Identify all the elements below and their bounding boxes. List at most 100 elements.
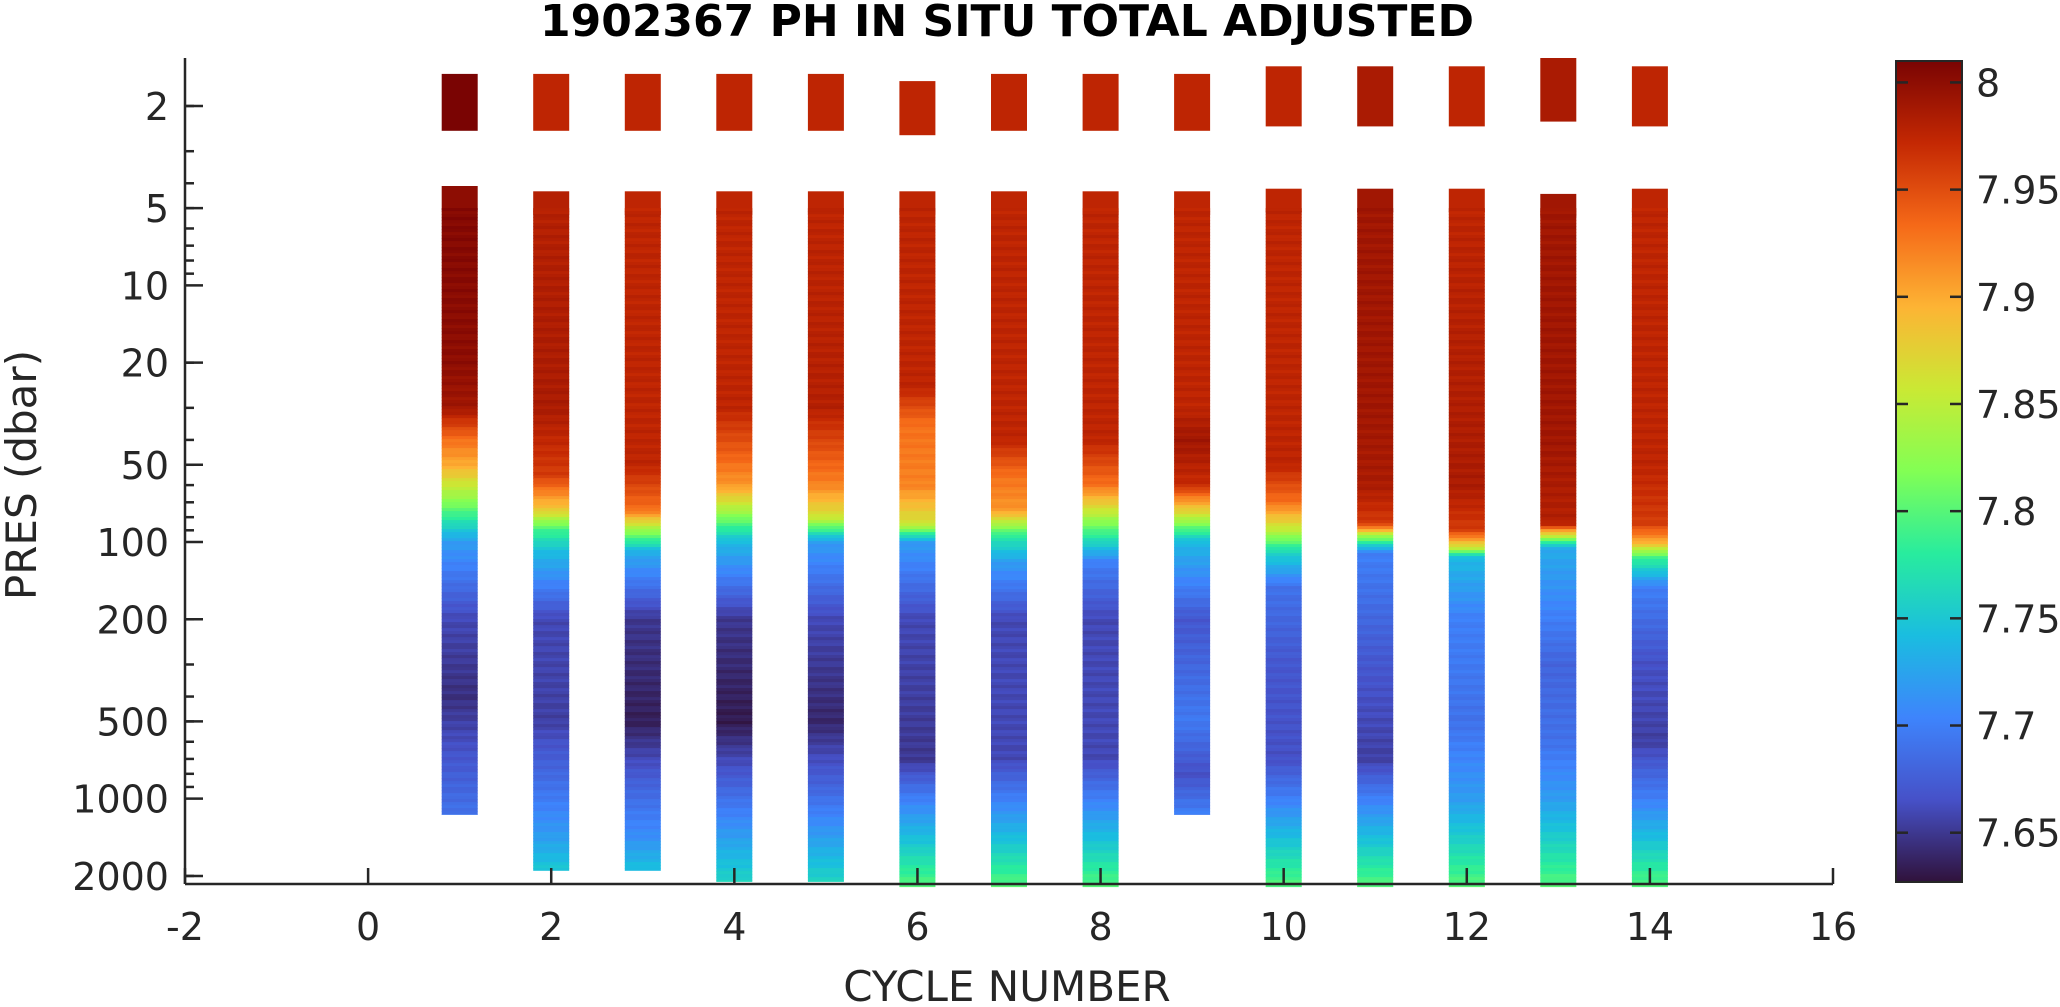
profile-cell <box>441 340 478 344</box>
profile-cell <box>1082 427 1119 431</box>
profile-cell <box>1631 322 1668 326</box>
profile-cell <box>899 727 936 731</box>
profile-cell <box>624 502 661 506</box>
profile-cell <box>441 745 478 749</box>
profile-cell <box>899 463 936 467</box>
profile-cell <box>1631 337 1668 341</box>
profile-cell <box>1265 586 1302 590</box>
profile-cycle-14 <box>1631 66 1668 888</box>
profile-cell <box>1540 805 1577 809</box>
profile-cell <box>624 592 661 596</box>
profile-cell <box>1265 745 1302 749</box>
profile-cell <box>1448 454 1485 458</box>
profile-cell <box>624 328 661 332</box>
profile-cell <box>716 304 753 308</box>
profile-cell <box>1540 499 1577 503</box>
profile-cell <box>1265 490 1302 494</box>
profile-cell <box>1082 478 1119 482</box>
profile-cell <box>991 523 1027 527</box>
profile-cell <box>1540 829 1577 833</box>
profile-cell <box>1357 550 1394 554</box>
profile-cell <box>1631 853 1668 857</box>
profile-cell <box>991 349 1027 353</box>
profile-cell <box>533 718 570 722</box>
profile-cell <box>624 664 661 668</box>
profile-cell <box>1448 706 1485 710</box>
profile-cell <box>807 370 844 374</box>
profile-cell <box>991 607 1027 611</box>
profile-cell <box>1265 214 1302 218</box>
profile-cell <box>1540 706 1577 710</box>
profile-cell <box>899 661 936 665</box>
profile-cell <box>1082 268 1119 272</box>
profile-cell <box>441 406 478 410</box>
profile-cell <box>1357 595 1394 599</box>
profile-cell <box>1082 508 1119 512</box>
profile-cell <box>1540 550 1577 554</box>
profile-cell <box>624 340 661 344</box>
profile-cell <box>1540 262 1577 266</box>
profile-cell <box>1631 307 1668 311</box>
profile-cell <box>1174 289 1211 293</box>
profile-cell <box>1082 559 1119 563</box>
profile-cell <box>991 865 1027 869</box>
profile-cell <box>899 733 936 737</box>
profile-cell <box>991 328 1027 332</box>
profile-cell <box>624 769 661 773</box>
profile-cell <box>1448 463 1485 467</box>
profile-cell <box>441 550 478 554</box>
profile-cell <box>1174 505 1211 509</box>
surface-block <box>1082 73 1119 131</box>
profile-cell <box>1448 541 1485 545</box>
profile-cell <box>716 241 753 245</box>
profile-cell <box>1631 568 1668 572</box>
profile-cell <box>991 463 1027 467</box>
profile-cell <box>716 508 753 512</box>
profile-cell <box>991 634 1027 638</box>
profile-cell <box>1174 451 1211 455</box>
profile-cell <box>1540 601 1577 605</box>
profile-cell <box>441 241 478 245</box>
profile-cell <box>1082 364 1119 368</box>
profile-cell <box>1174 229 1211 233</box>
profile-cell <box>899 679 936 683</box>
profile-cell <box>1540 709 1577 713</box>
profile-cell <box>807 358 844 362</box>
profile-cell <box>899 637 936 641</box>
profile-cell <box>1540 415 1577 419</box>
profile-cell <box>624 508 661 512</box>
profile-cell <box>1174 790 1211 794</box>
profile-cell <box>1265 316 1302 320</box>
profile-cell <box>991 832 1027 836</box>
profile-cell <box>1357 688 1394 692</box>
profile-cell <box>1448 634 1485 638</box>
profile-cell <box>899 769 936 773</box>
profile-cell <box>441 358 478 362</box>
profile-cell <box>899 835 936 839</box>
profile-cell <box>899 742 936 746</box>
profile-cell <box>1082 604 1119 608</box>
profile-cell <box>1082 361 1119 365</box>
profile-cell <box>807 796 844 800</box>
profile-cell <box>1357 700 1394 704</box>
profile-cell <box>1357 634 1394 638</box>
profile-cell <box>533 667 570 671</box>
profile-cell <box>1174 583 1211 587</box>
profile-cell <box>991 688 1027 692</box>
profile-cell <box>441 664 478 668</box>
profile-cell <box>991 391 1027 395</box>
profile-cell <box>807 823 844 827</box>
profile-cell <box>1174 778 1211 782</box>
profile-cell <box>1174 361 1211 365</box>
profile-cell <box>1174 499 1211 503</box>
profile-cell <box>1357 841 1394 845</box>
profile-cell <box>441 334 478 338</box>
profile-cell <box>533 769 570 773</box>
profile-cell <box>899 697 936 701</box>
profile-cell <box>807 253 844 257</box>
profile-cell <box>716 787 753 791</box>
profile-cell <box>1540 511 1577 515</box>
profile-cell <box>899 436 936 440</box>
profile-cell <box>1082 601 1119 605</box>
